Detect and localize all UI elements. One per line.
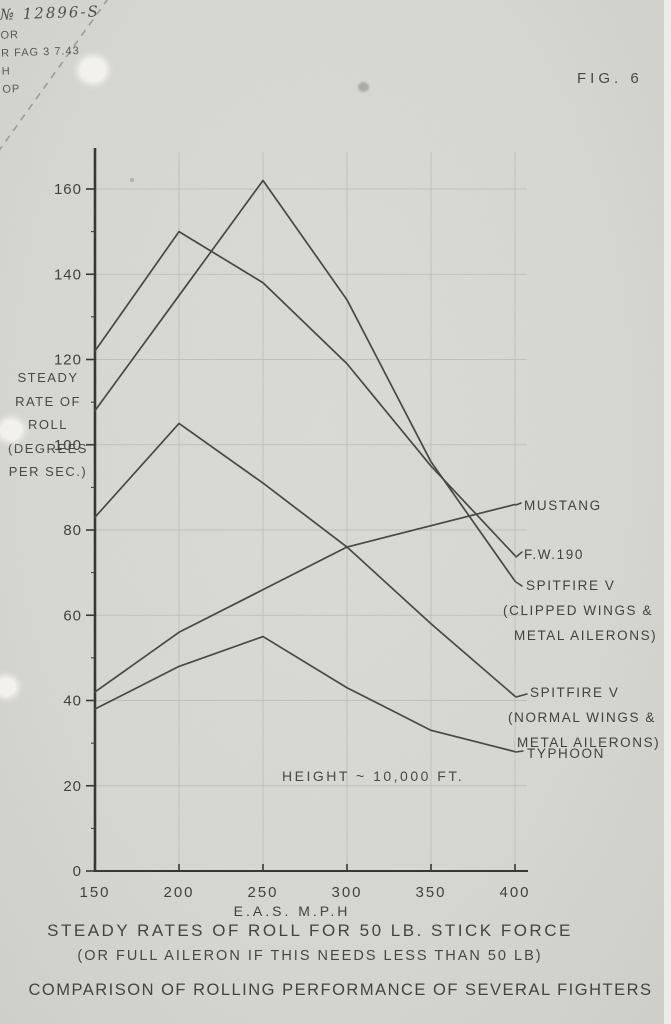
legend-label: SPITFIRE V: [526, 578, 616, 593]
x-tick-label: 200: [163, 884, 194, 901]
caption-title: STEADY RATES OF ROLL FOR 50 LB. STICK FO…: [47, 921, 573, 940]
stamp-line: R FAG 3 7.43: [0, 45, 80, 60]
legend-label: (NORMAL WINGS &: [508, 710, 656, 725]
x-tick-label: 350: [415, 884, 446, 901]
series-curve-spitfire: [94, 422, 516, 698]
fig-label: FIG. 6: [577, 70, 643, 87]
x-tick-label: 400: [499, 884, 530, 901]
y-axis-title-line: RATE OF: [15, 393, 81, 409]
leader-line: [515, 502, 522, 506]
leader-line: [515, 551, 523, 558]
x-tick-label: 250: [247, 884, 278, 901]
height-annotation: HEIGHT ~ 10,000 FT.: [282, 768, 465, 784]
leader-line: [515, 693, 528, 698]
leader-line: [515, 750, 524, 753]
stamp-annotation: № 12896-S OR R FAG 3 7.43 H OP: [0, 2, 103, 95]
legend-label: MUSTANG: [524, 498, 602, 513]
caption-subtitle: (OR FULL AILERON IF THIS NEEDS LESS THAN…: [77, 948, 543, 964]
ink-speck: [130, 178, 134, 182]
x-tick-label: 150: [79, 884, 110, 901]
legend-label: METAL AILERONS): [514, 628, 657, 643]
legend-label: F.W.190: [524, 547, 584, 562]
y-axis-title-line: STEADY: [17, 370, 79, 385]
y-tick-label: 20: [63, 778, 82, 795]
y-tick-label: 40: [63, 693, 82, 710]
legend-label: TYPHOON: [527, 746, 605, 761]
caption-footer: COMPARISON OF ROLLING PERFORMANCE OF SEV…: [28, 981, 653, 999]
page-edge: [664, 0, 671, 1024]
series-curve-typhoon: [94, 635, 516, 753]
y-axis-title-line: (DEGREES: [8, 440, 88, 456]
x-axis-title: E.A.S. M.P.H: [234, 903, 351, 919]
white-blot: [80, 58, 106, 82]
series-curve-mustang: [94, 503, 516, 693]
stamp-line: OR: [0, 29, 20, 42]
y-tick-label: 60: [63, 607, 82, 624]
y-tick-label: 80: [63, 522, 82, 539]
stamp-line: № 12896-S: [0, 2, 101, 24]
series-curve-f-w-190: [94, 230, 516, 557]
x-tick-label: 300: [331, 884, 362, 901]
y-tick-label: 160: [54, 181, 82, 198]
y-tick-label: 0: [73, 863, 82, 880]
y-axis-title-line: PER SEC.): [8, 464, 88, 479]
legend-label: SPITFIRE V: [530, 685, 620, 700]
leader-line: [515, 581, 523, 587]
white-blot: [0, 420, 22, 440]
legend-label: (CLIPPED WINGS &: [503, 603, 653, 618]
y-tick-label: 140: [54, 266, 82, 283]
ink-speck: [358, 82, 369, 92]
